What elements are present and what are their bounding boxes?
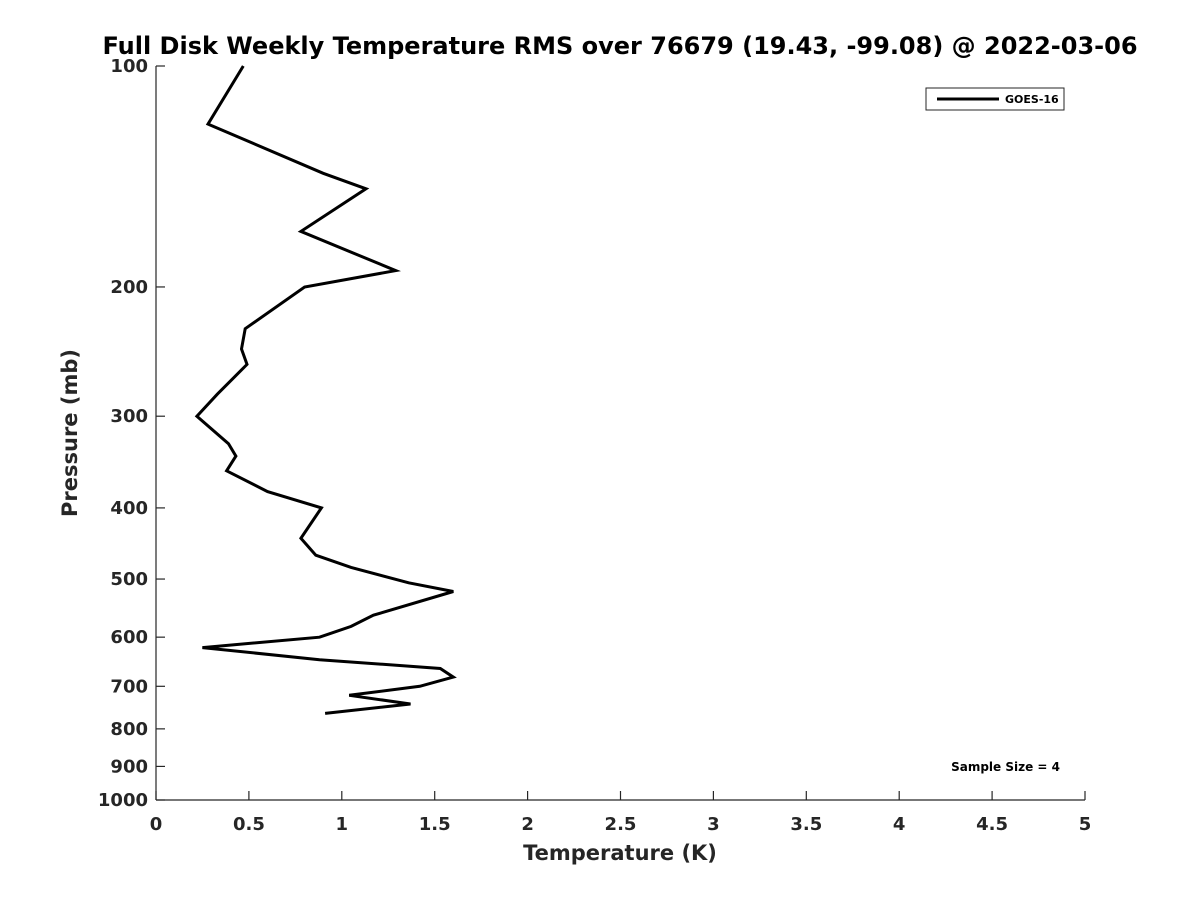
y-tick-label: 200 — [110, 277, 148, 298]
y-tick-label: 700 — [110, 676, 148, 697]
y-axis-label: Pressure (mb) — [58, 349, 82, 517]
y-tick-label: 600 — [110, 627, 148, 648]
x-tick-label: 0.5 — [233, 814, 265, 835]
axes — [155, 66, 1085, 801]
x-tick-label: 2 — [521, 814, 534, 835]
x-tick-label: 4 — [893, 814, 906, 835]
x-tick-label: 2.5 — [605, 814, 637, 835]
x-tick-label: 1 — [336, 814, 349, 835]
x-tick-label: 4.5 — [976, 814, 1008, 835]
x-axis-label: Temperature (K) — [523, 841, 717, 865]
legend-label-goes-16: GOES-16 — [1005, 93, 1059, 106]
x-tick-label: 5 — [1079, 814, 1092, 835]
x-tick-label: 3.5 — [790, 814, 822, 835]
y-ticks: 100 200 300 400 500 600 700 800 900 1000 — [98, 56, 165, 811]
series-line-goes-16 — [194, 65, 457, 715]
y-tick-label: 300 — [110, 406, 148, 427]
y-tick-label: 1000 — [98, 790, 148, 811]
legend: GOES-16 — [925, 87, 1065, 111]
chart-title: Full Disk Weekly Temperature RMS over 76… — [102, 32, 1137, 60]
y-tick-label: 400 — [110, 498, 148, 519]
x-ticks: 0 0.5 1 1.5 2 2.5 3 3.5 4 4.5 5 — [150, 791, 1092, 835]
y-tick-label: 900 — [110, 756, 148, 777]
sample-size-annotation: Sample Size = 4 — [951, 760, 1060, 774]
series-layer — [194, 65, 457, 715]
y-tick-label: 800 — [110, 719, 148, 740]
x-tick-label: 1.5 — [419, 814, 451, 835]
x-tick-label: 3 — [707, 814, 720, 835]
x-tick-label: 0 — [150, 814, 163, 835]
y-tick-label: 100 — [110, 56, 148, 77]
y-tick-label: 500 — [110, 569, 148, 590]
